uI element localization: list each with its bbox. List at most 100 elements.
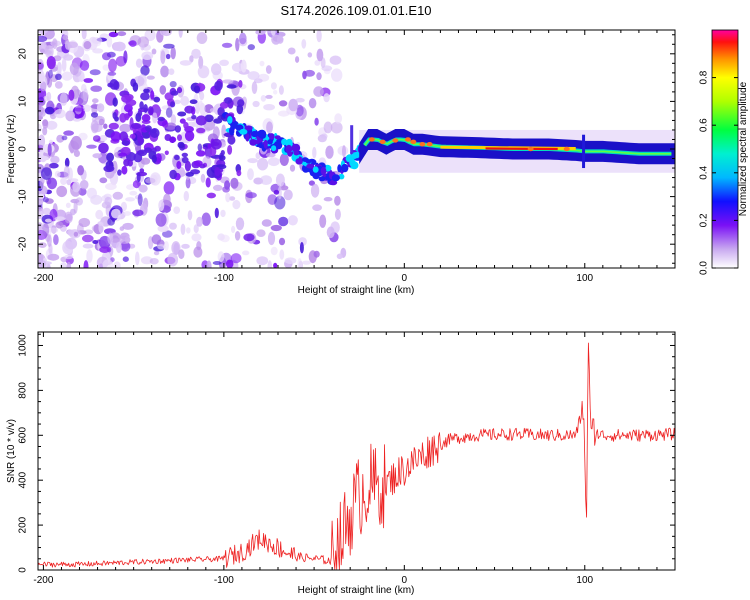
spectrogram-speckle <box>102 64 110 71</box>
spectrogram-speckle <box>163 241 169 251</box>
spectrogram-speckle <box>314 60 321 66</box>
spectrogram-speckle <box>173 206 181 214</box>
spectrogram-speckle <box>66 261 72 268</box>
spectrogram-speckle <box>159 85 167 95</box>
spectrogram-speckle <box>239 32 247 45</box>
spectrogram-cluster <box>193 160 203 167</box>
spectrogram-speckle <box>83 260 89 268</box>
ridge-blob <box>235 124 244 131</box>
spectrogram-speckle <box>205 177 211 188</box>
spectrogram-speckle <box>123 211 131 216</box>
spectrogram-speckle <box>197 65 210 79</box>
spectrogram-speckle <box>160 65 170 78</box>
spectrogram-speckle <box>301 260 312 265</box>
colorbar-tick-label: 0.8 <box>699 70 710 84</box>
spectrogram-cluster <box>207 143 212 149</box>
spectrogram-cluster <box>170 101 176 108</box>
spectrogram-speckle <box>64 211 73 224</box>
spectrogram-speckle <box>137 36 149 48</box>
colorbar-label: Normalized spectral amplitude <box>738 81 749 216</box>
spectrogram-cluster <box>211 138 222 150</box>
spectrogram-speckle <box>196 32 208 44</box>
spectrogram-speckle <box>152 112 158 124</box>
spectrogram-speckle <box>200 173 206 183</box>
spectrogram-speckle <box>178 30 183 38</box>
spectrogram-cluster <box>189 99 198 104</box>
spectrogram-speckle <box>163 181 175 195</box>
spectrogram-speckle <box>65 110 75 122</box>
spectrogram-speckle <box>220 234 230 243</box>
spectrogram-speckle <box>120 201 127 212</box>
y-tick-label: 0 <box>18 567 29 573</box>
spectrogram-speckle <box>278 100 288 107</box>
spectrogram-speckle <box>273 90 278 95</box>
spectrogram-speckle <box>266 121 273 134</box>
x-tick-label: 0 <box>402 273 408 284</box>
spectrogram-speckle <box>98 221 104 234</box>
spectrogram-speckle <box>38 35 48 43</box>
spectrogram-speckle <box>230 253 242 264</box>
spectrogram-speckle <box>158 199 165 212</box>
spectrogram-speckle <box>275 173 285 187</box>
ridge-blob <box>227 116 233 124</box>
spectrogram-cluster <box>137 136 144 145</box>
spectrogram-cluster <box>103 165 115 173</box>
spectrogram-speckle <box>72 181 81 193</box>
spectrogram-speckle <box>129 190 138 196</box>
colorbar-tick-label: 0.4 <box>699 165 710 179</box>
spectrogram-speckle <box>276 35 284 44</box>
spectrogram-speckle <box>38 260 47 268</box>
ridge-blob <box>312 171 320 180</box>
spectrogram-speckle <box>304 69 315 77</box>
spectrogram-speckle <box>187 210 193 221</box>
y-tick-label: 20 <box>18 48 29 60</box>
spectrogram-marks <box>38 30 675 268</box>
spectrogram-speckle <box>183 190 189 202</box>
y-tick-label: 400 <box>18 471 29 488</box>
spectrogram-cluster <box>176 161 182 169</box>
spectrogram-cluster <box>213 118 223 124</box>
spectrogram-speckle <box>243 233 255 242</box>
spectrogram-speckle <box>73 200 78 214</box>
y-tick-label: 200 <box>18 516 29 533</box>
spectrogram-speckle <box>289 164 296 172</box>
y-tick-label: 800 <box>18 382 29 399</box>
spectrogram-x-label: Height of straight line (km) <box>298 285 415 296</box>
ridge-blob <box>338 173 345 180</box>
spectrogram-speckle <box>92 98 99 104</box>
spectrogram-speckle <box>157 244 166 250</box>
spectrogram-speckle <box>273 189 280 195</box>
spectrogram-speckle <box>83 88 88 102</box>
spectrogram-cluster <box>184 105 195 114</box>
spectrogram-cluster <box>184 130 195 142</box>
spectrogram-cluster <box>185 172 194 177</box>
spectrogram-speckle <box>325 145 334 159</box>
spectrogram-speckle <box>297 258 303 268</box>
spectrogram-speckle <box>283 189 293 201</box>
spectrogram-speckle <box>323 121 333 134</box>
spectrogram-speckle <box>196 216 203 227</box>
spectrogram-speckle <box>165 107 173 118</box>
spectrogram-cluster <box>237 99 245 107</box>
ridge-blob <box>251 130 259 138</box>
spectrogram-speckle <box>40 48 45 53</box>
snr-series-line <box>38 342 675 570</box>
spectrogram-speckle <box>165 53 171 60</box>
spectrogram-speckle <box>234 231 241 241</box>
ridge-blob <box>293 150 300 156</box>
spectrogram-speckle <box>274 195 286 210</box>
spectrogram-cluster <box>119 131 129 142</box>
spectrogram-speckle <box>108 58 117 73</box>
spectrogram-speckle <box>38 134 46 148</box>
spectrogram-speckle <box>168 68 175 75</box>
spectrogram-speckle <box>162 230 173 238</box>
spectrogram-y-label: Frequency (Hz) <box>6 115 17 184</box>
spectrogram-speckle <box>213 184 223 191</box>
spectrogram-speckle <box>314 117 319 126</box>
spectrogram-speckle <box>253 78 263 84</box>
snr-x-label: Height of straight line (km) <box>298 585 415 596</box>
ridge-blob <box>229 126 235 136</box>
spectrogram-speckle <box>270 82 277 90</box>
spectrogram-speckle <box>38 155 49 161</box>
spectrogram-cluster <box>132 82 139 92</box>
